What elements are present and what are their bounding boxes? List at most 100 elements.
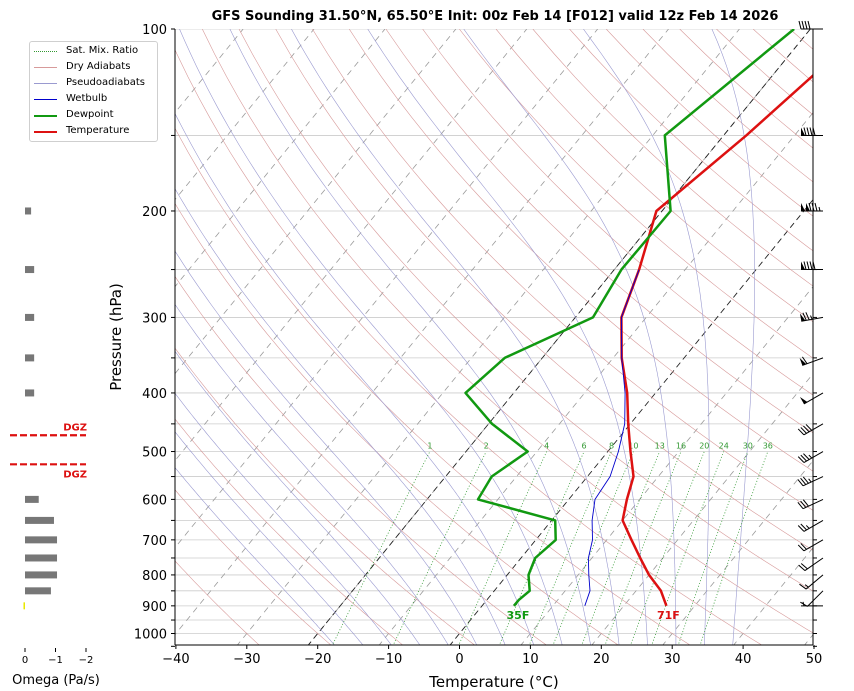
wind-barb [797, 423, 824, 436]
omega-bar [25, 354, 35, 362]
mixing-ratio-label: 2 [484, 442, 489, 451]
wind-barb [797, 519, 824, 532]
barb-full [808, 202, 812, 212]
wind-barb [799, 356, 824, 366]
barb-full [802, 476, 809, 484]
mixing-ratio-label: 20 [699, 442, 709, 451]
mixing-ratio-label: 16 [676, 442, 686, 451]
dry-adiabat-line [175, 489, 332, 645]
dry-adiabat-line [459, 29, 813, 359]
legend-label: Pseudoadiabats [66, 77, 146, 88]
pseudoadiabat-line [175, 188, 506, 645]
y-tick-label: 500 [142, 446, 167, 461]
mixing-ratio-line [392, 451, 487, 645]
y-tick-label: 900 [142, 600, 167, 615]
barb-pennant [801, 261, 805, 270]
dry-adiabat-line [175, 127, 691, 645]
barb-full [806, 261, 810, 270]
dgz-label: DGZ [63, 469, 87, 480]
y-tick-label: 1000 [134, 628, 167, 643]
barb-full [809, 127, 813, 136]
y-tick-label: 400 [142, 387, 167, 402]
barb-full [814, 202, 818, 212]
dry-adiabat-line [175, 202, 619, 645]
series-dewpoint [464, 29, 795, 607]
x-tick-label: 40 [735, 652, 752, 667]
legend: Sat. Mix. Ratio Dry Adiabats Pseudoadiab… [29, 41, 158, 142]
barb-full [807, 20, 811, 30]
isotherm-line [0, 29, 30, 646]
omega-tick-label: −1 [48, 655, 63, 666]
dry-adiabat-line [202, 29, 813, 634]
omega-bar [25, 266, 35, 274]
barb-full [806, 127, 810, 136]
barb-full [797, 456, 805, 463]
wind-barbs [797, 20, 824, 607]
x-tick-label: 50 [806, 652, 823, 667]
surface-dewpoint-label: 35F [507, 609, 530, 622]
mixing-ratio-label: 1 [427, 442, 432, 451]
dry-adiabat-line [175, 275, 547, 645]
wind-barb [797, 498, 824, 510]
omega-bar [25, 313, 35, 321]
isotherm-line [175, 29, 315, 201]
legend-item-dewpoint: Dewpoint [30, 109, 157, 123]
background-lines: 1 2 4 6 8 10 13 16 20 24 30 36 [0, 29, 813, 646]
barb-half [810, 315, 813, 320]
omega-bar [25, 207, 32, 215]
omega-bar [23, 602, 25, 610]
mixing-ratio-label: 6 [582, 442, 587, 451]
y-tick-label: 600 [142, 493, 167, 508]
wind-barb [799, 574, 824, 590]
y-tick-label: 100 [142, 23, 167, 38]
isotherm-line [733, 547, 813, 645]
mixing-ratio-line [677, 451, 749, 645]
mixing-ratio-label: 24 [719, 442, 729, 451]
barb-full [800, 454, 807, 462]
dgz-label: DGZ [63, 422, 87, 433]
legend-item-dry-adiabats: Dry Adiabats [30, 61, 157, 75]
barb-full [799, 583, 807, 590]
axes: −40 −30 −20 −10 0 10 20 30 40 50 100 200 300 400 500 60… [134, 23, 822, 667]
barb-full [812, 261, 816, 270]
pseudoadiabat-line [175, 467, 335, 645]
x-tick-label: 10 [522, 652, 539, 667]
isotherm-line [175, 29, 528, 462]
legend-label: Wetbulb [66, 93, 108, 104]
barb-full [804, 20, 808, 30]
y-tick-label: 800 [142, 569, 167, 584]
isotherm-line [591, 373, 813, 645]
barb-full [803, 127, 807, 136]
dry-adiabat-line [495, 29, 813, 323]
omega-bar [25, 495, 39, 503]
dry-adiabat-line [385, 29, 813, 434]
barb-staff [802, 476, 824, 487]
mixing-ratio-label: 8 [609, 442, 614, 451]
barb-half [804, 584, 809, 588]
wind-barb [801, 261, 823, 271]
x-tick-label: 20 [593, 652, 610, 667]
barb-pennant [806, 202, 810, 211]
x-tick-label: −20 [304, 652, 331, 667]
pseudoadiabat-line [175, 350, 421, 645]
isotherm-line [175, 29, 386, 288]
pseudoadiabat-line [229, 29, 591, 645]
wind-barb [797, 539, 824, 552]
barb-full [811, 202, 815, 212]
dry-adiabat-line [569, 29, 813, 252]
dry-adiabat-line [348, 29, 813, 472]
barb-full [797, 428, 805, 436]
dry-adiabat-line [238, 29, 813, 592]
barb-pennant [799, 313, 806, 322]
x-tick-label: 30 [664, 652, 681, 667]
barb-full [801, 20, 805, 30]
pseudoadiabat-line [179, 29, 563, 645]
barb-full [800, 523, 807, 531]
barb-staff [807, 590, 824, 607]
barb-full [797, 479, 804, 487]
barb-staff [804, 557, 824, 572]
pseudoadiabat-line [463, 29, 677, 645]
dry-adiabat-line [175, 560, 260, 645]
pseudoadiabat-line [175, 431, 364, 645]
dry-adiabat-line [716, 29, 813, 116]
